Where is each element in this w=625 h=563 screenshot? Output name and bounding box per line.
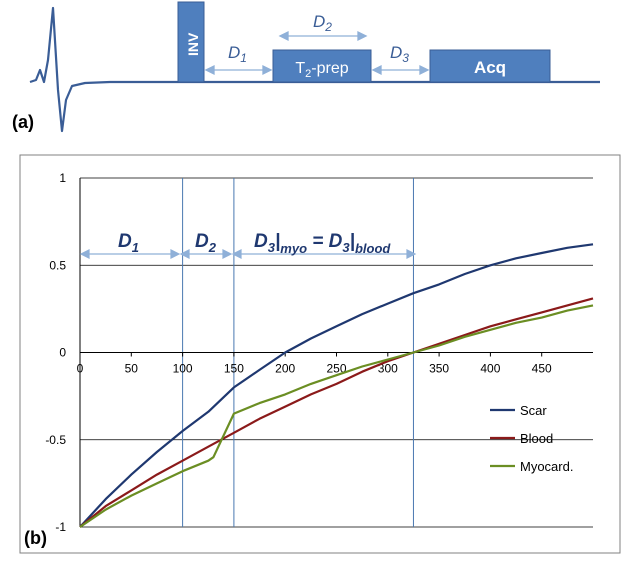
chart-d1-label: D1 (118, 231, 139, 255)
legend-label-myocard: Myocard. (520, 459, 573, 474)
chart-panel: -1 -0.5 0 0.5 1 0 50 100 150 200 250 300 350 400 450 S… (19, 154, 621, 554)
d3-label: D3 (390, 43, 409, 65)
acq-block (429, 49, 551, 83)
legend: Scar Blood Myocard. (490, 403, 573, 474)
y-tick-label: -0.5 (45, 433, 66, 447)
ecg-waveform (29, 6, 600, 133)
series-line-scar (79, 243, 594, 528)
y-tick-label: 0 (59, 346, 66, 360)
panel-a-label: (a) (12, 112, 34, 132)
y-tick-label: 0.5 (49, 258, 66, 272)
y-tick-label: -1 (55, 520, 66, 534)
x-tick-label: 50 (125, 362, 139, 376)
legend-label-scar: Scar (520, 403, 547, 418)
x-tick-label: 100 (173, 362, 193, 376)
x-tick-label: 350 (429, 362, 449, 376)
inv-block (177, 1, 205, 83)
acq-label: Acq (474, 58, 506, 77)
chart-duration-arrows (79, 249, 417, 259)
pulse-sequence-diagram: INV T2-prep Acq D1 D2 D3 (a) (12, 1, 600, 133)
legend-label-blood: Blood (520, 431, 553, 446)
x-tick-label: 200 (275, 362, 295, 376)
series-line-myocard (79, 304, 594, 528)
t2prep-label: T2-prep (295, 60, 348, 80)
panel-b-label: (b) (24, 528, 47, 548)
d1-label: D1 (228, 43, 247, 65)
x-tick-label: 150 (224, 362, 244, 376)
x-tick-label: 400 (480, 362, 500, 376)
duration-arrows (204, 30, 430, 76)
x-tick-label: 250 (326, 362, 346, 376)
x-tick-label: 0 (77, 362, 84, 376)
x-tick-label: 450 (532, 362, 552, 376)
x-tick-label: 300 (378, 362, 398, 376)
series-line-blood (79, 297, 594, 528)
t2prep-block (272, 49, 372, 83)
plot-area: -1 -0.5 0 0.5 1 0 50 100 150 200 250 300 350 400 450 (45, 171, 594, 534)
d2-label: D2 (313, 12, 332, 34)
y-tick-label: 1 (59, 171, 66, 185)
chart-frame (19, 154, 621, 554)
chart-d2-label: D2 (195, 231, 217, 255)
chart-d3-equation: D3|myo = D3|blood (254, 231, 391, 256)
inv-label: INV (185, 32, 201, 56)
